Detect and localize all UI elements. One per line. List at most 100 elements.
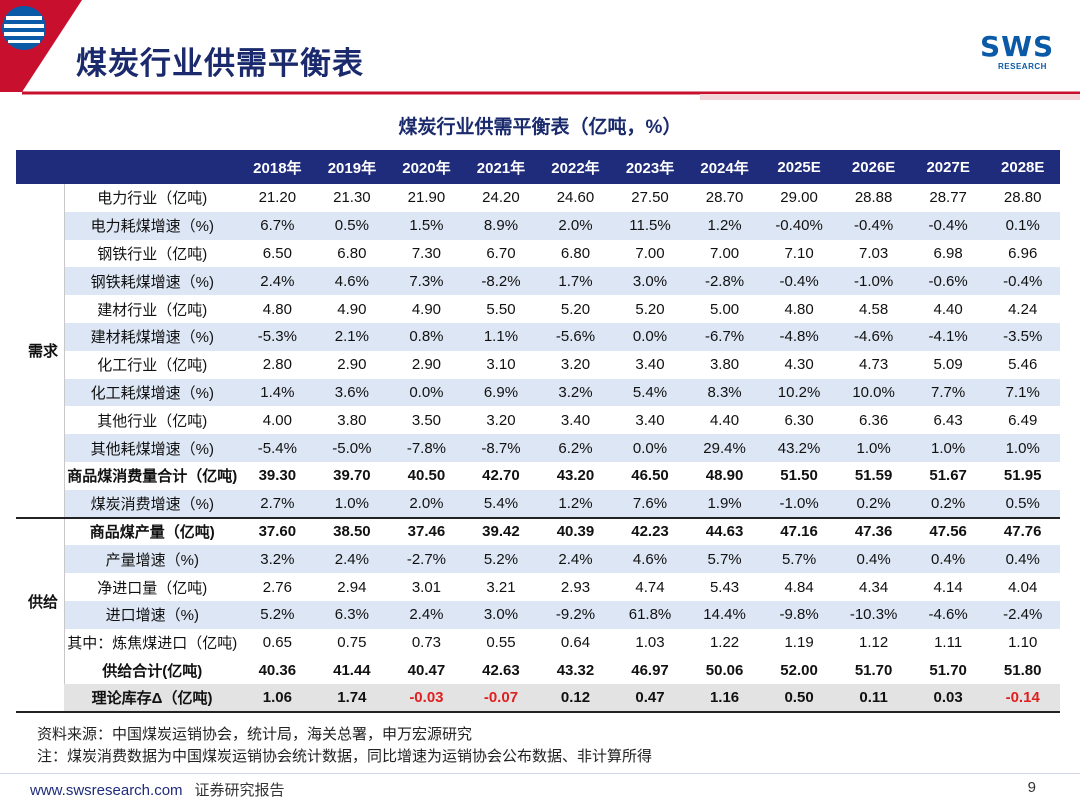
table-cell: -0.40% (761, 211, 837, 240)
table-cell: 43.2% (761, 434, 837, 462)
table-cell: 47.56 (910, 516, 986, 546)
table-cell: 24.60 (556, 189, 595, 207)
table-cell: 51.70 (929, 661, 967, 679)
table-cell: 40.39 (538, 516, 613, 546)
table-row: 钢铁耗煤增速（%) 2.4% 4.6% 7.3% -8.2% 1.7% 3.0% -2.8% -… (16, 267, 1060, 296)
column-header: 2027E (910, 150, 986, 184)
row-label: 煤炭消费增速（%) (64, 489, 241, 518)
logo-name: SWS (980, 30, 1055, 63)
table-cell: 47.16 (761, 516, 837, 546)
table-cell: 1.19 (784, 634, 814, 652)
table-cell: 1.0% (910, 434, 986, 462)
table-cell: 1.1% (463, 322, 539, 351)
table-cell: 1.0% (836, 434, 911, 462)
table-cell: 5.7% (761, 545, 837, 574)
table-cell: 4.04 (1008, 578, 1038, 596)
table-cell: 4.84 (784, 578, 814, 596)
table-cell: 10.0% (836, 378, 911, 407)
table-cell: 6.49 (1008, 411, 1038, 429)
table-cell: -2.7% (389, 545, 464, 574)
table-cell: 3.20 (486, 411, 516, 429)
table-cell: 47.36 (836, 516, 911, 546)
table-cell: 29.00 (780, 189, 818, 207)
table-cell: 1.10 (1008, 634, 1038, 652)
table-title: 煤炭行业供需平衡表（亿吨，%） (398, 117, 682, 138)
table-cell: 5.7% (687, 545, 762, 574)
table-cell: -5.4% (240, 434, 315, 462)
table-cell: 2.90 (411, 356, 442, 374)
table-cell: -0.4% (910, 211, 986, 240)
table-cell: 2.4% (240, 267, 315, 296)
slide-title: 煤炭行业供需平衡表 (76, 46, 364, 81)
table-cell: 0.0% (389, 378, 464, 407)
table-cell: 6.98 (933, 244, 963, 262)
table-cell: 0.47 (612, 684, 688, 714)
table-cell: 3.01 (411, 578, 442, 596)
table-cell: 1.03 (635, 634, 665, 652)
data-note: 注：煤炭消费数据为中国煤炭运销协会统计数据，同比增速为运销协会公布数据、非计算所… (37, 748, 653, 765)
table-cell: 0.2% (836, 489, 911, 518)
table-cell: 4.14 (933, 578, 963, 596)
row-label: 进口增速（%) (64, 600, 241, 629)
table-cell: 1.9% (687, 489, 762, 518)
table-cell: 61.8% (612, 600, 688, 629)
table-cell: 0.73 (411, 634, 442, 652)
row-label: 供给合计(亿吨) (102, 662, 203, 680)
table-cell: 5.09 (933, 356, 963, 374)
table-cell: 1.2% (687, 211, 762, 240)
table-cell: 6.80 (560, 244, 591, 262)
table-cell: 43.32 (556, 661, 595, 679)
table-cell: -5.6% (538, 322, 613, 351)
table-cell: 39.30 (258, 467, 297, 485)
row-label: 电力耗煤增速（%) (64, 211, 241, 240)
column-header: 2022年 (538, 150, 613, 184)
table-row: 进口增速（%) 5.2% 6.3% 2.4% 3.0% -9.2% 61.8% 14.4% -9… (16, 600, 1060, 629)
table-cell: -4.6% (910, 600, 986, 629)
table-cell: 6.43 (933, 411, 963, 429)
table-row: 其他行业（亿吨) 4.00 3.80 3.50 3.20 3.40 3.40 4.40 6.30… (16, 406, 1060, 434)
table-cell: 51.70 (854, 661, 893, 679)
table-cell: 27.50 (631, 189, 669, 207)
table-header-row: 2018年 2019年 2020年 2021年 2022年 2023年 2024年 2025E… (16, 150, 1060, 184)
sws-logo-icon (2, 6, 46, 50)
table-cell: 3.40 (635, 356, 665, 374)
column-header: 2019年 (314, 150, 390, 184)
table-cell: 6.50 (262, 244, 292, 262)
table-cell: 44.63 (687, 516, 762, 546)
table-cell: 21.90 (407, 189, 446, 207)
row-label: 商品煤产量（亿吨) (64, 516, 241, 546)
table-cell: 51.80 (1003, 661, 1042, 679)
table-cell: 51.67 (929, 467, 967, 485)
table-cell: 4.00 (262, 411, 292, 429)
source-note: 资料来源：中国煤炭运销协会，统计局，海关总署，申万宏源研究 (37, 726, 473, 743)
table-cell: 7.7% (910, 378, 986, 407)
table-row: 净进口量（亿吨) 2.76 2.94 3.01 3.21 2.93 4.74 5.43 4.84… (16, 573, 1060, 601)
table-cell: 8.3% (687, 378, 762, 407)
table-cell: 40.47 (407, 661, 446, 679)
table-cell: 4.90 (411, 300, 442, 318)
table-cell: 0.5% (985, 489, 1060, 518)
table-cell: 5.2% (240, 600, 315, 629)
table-cell: -1.0% (761, 489, 837, 518)
column-header: 2020年 (389, 150, 464, 184)
table-cell: 2.4% (538, 545, 613, 574)
footer-url[interactable]: www.swsresearch.com (30, 782, 183, 799)
table-cell: -0.4% (985, 267, 1060, 296)
table-cell: 5.43 (709, 578, 740, 596)
table-cell: -4.8% (761, 322, 837, 351)
table-cell: 4.30 (784, 356, 814, 374)
table-cell: 8.9% (463, 211, 539, 240)
table-cell: 51.50 (780, 467, 818, 485)
table-cell: -0.14 (985, 684, 1060, 714)
column-header: 2023年 (612, 150, 688, 184)
group-label: 需求 (16, 184, 65, 518)
row-label: 化工行业（亿吨) (97, 357, 208, 375)
table-cell: 2.4% (314, 545, 390, 574)
table-cell: -0.6% (910, 267, 986, 296)
table-cell: 1.16 (687, 684, 762, 714)
table-cell: 1.2% (538, 489, 613, 518)
table-cell: -0.03 (389, 684, 464, 714)
table-cell: 4.40 (933, 300, 963, 318)
table-cell: 47.76 (985, 516, 1060, 546)
table-cell: 39.70 (333, 467, 371, 485)
